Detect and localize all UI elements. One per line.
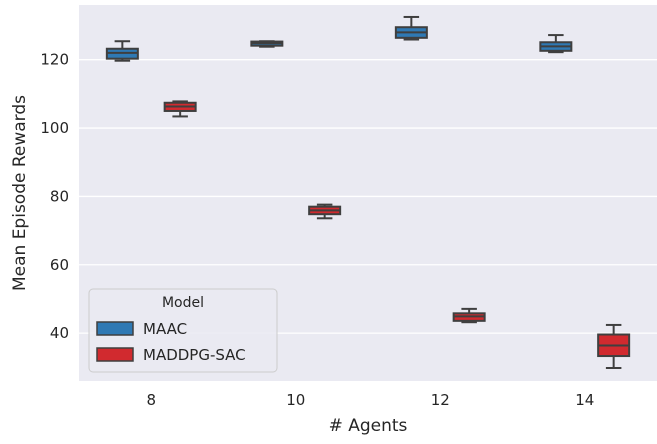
legend-label-maac: MAAC (143, 320, 187, 338)
box-maddpg-sac-10 (308, 203, 342, 220)
x-tick-label: 10 (286, 391, 305, 409)
box-maac-14 (539, 34, 573, 54)
y-tick-label: 60 (50, 256, 69, 274)
x-tick-label: 12 (431, 391, 450, 409)
y-tick-labels: 40 60 80 100 120 (40, 51, 69, 342)
y-tick-label: 100 (40, 119, 69, 137)
box-maac-10 (250, 40, 284, 48)
box-maddpg-sac-8 (163, 100, 197, 118)
x-tick-labels: 8 10 12 14 (146, 391, 594, 409)
y-tick-label: 40 (50, 324, 69, 342)
y-tick-label: 120 (40, 51, 69, 69)
box-maac-12 (394, 15, 428, 41)
boxes-layer (105, 15, 631, 370)
legend-swatch-maddpg-sac (96, 347, 134, 362)
y-tick-label: 80 (50, 187, 69, 205)
legend-swatch-maac (96, 321, 134, 336)
box-maddpg-sac-12 (452, 307, 486, 324)
box-maac-8 (105, 40, 139, 62)
legend-frame (88, 288, 278, 373)
legend-label-maddpg-sac: MADDPG-SAC (143, 346, 246, 364)
x-tick-label: 8 (146, 391, 156, 409)
x-axis-label: # Agents (329, 416, 408, 436)
legend: Model MAAC MADDPG-SAC (88, 288, 278, 373)
y-axis-label: Mean Episode Rewards (10, 95, 30, 291)
x-tick-label: 14 (575, 391, 594, 409)
legend-title: Model (162, 295, 204, 311)
box-maddpg-sac-14 (597, 323, 631, 370)
